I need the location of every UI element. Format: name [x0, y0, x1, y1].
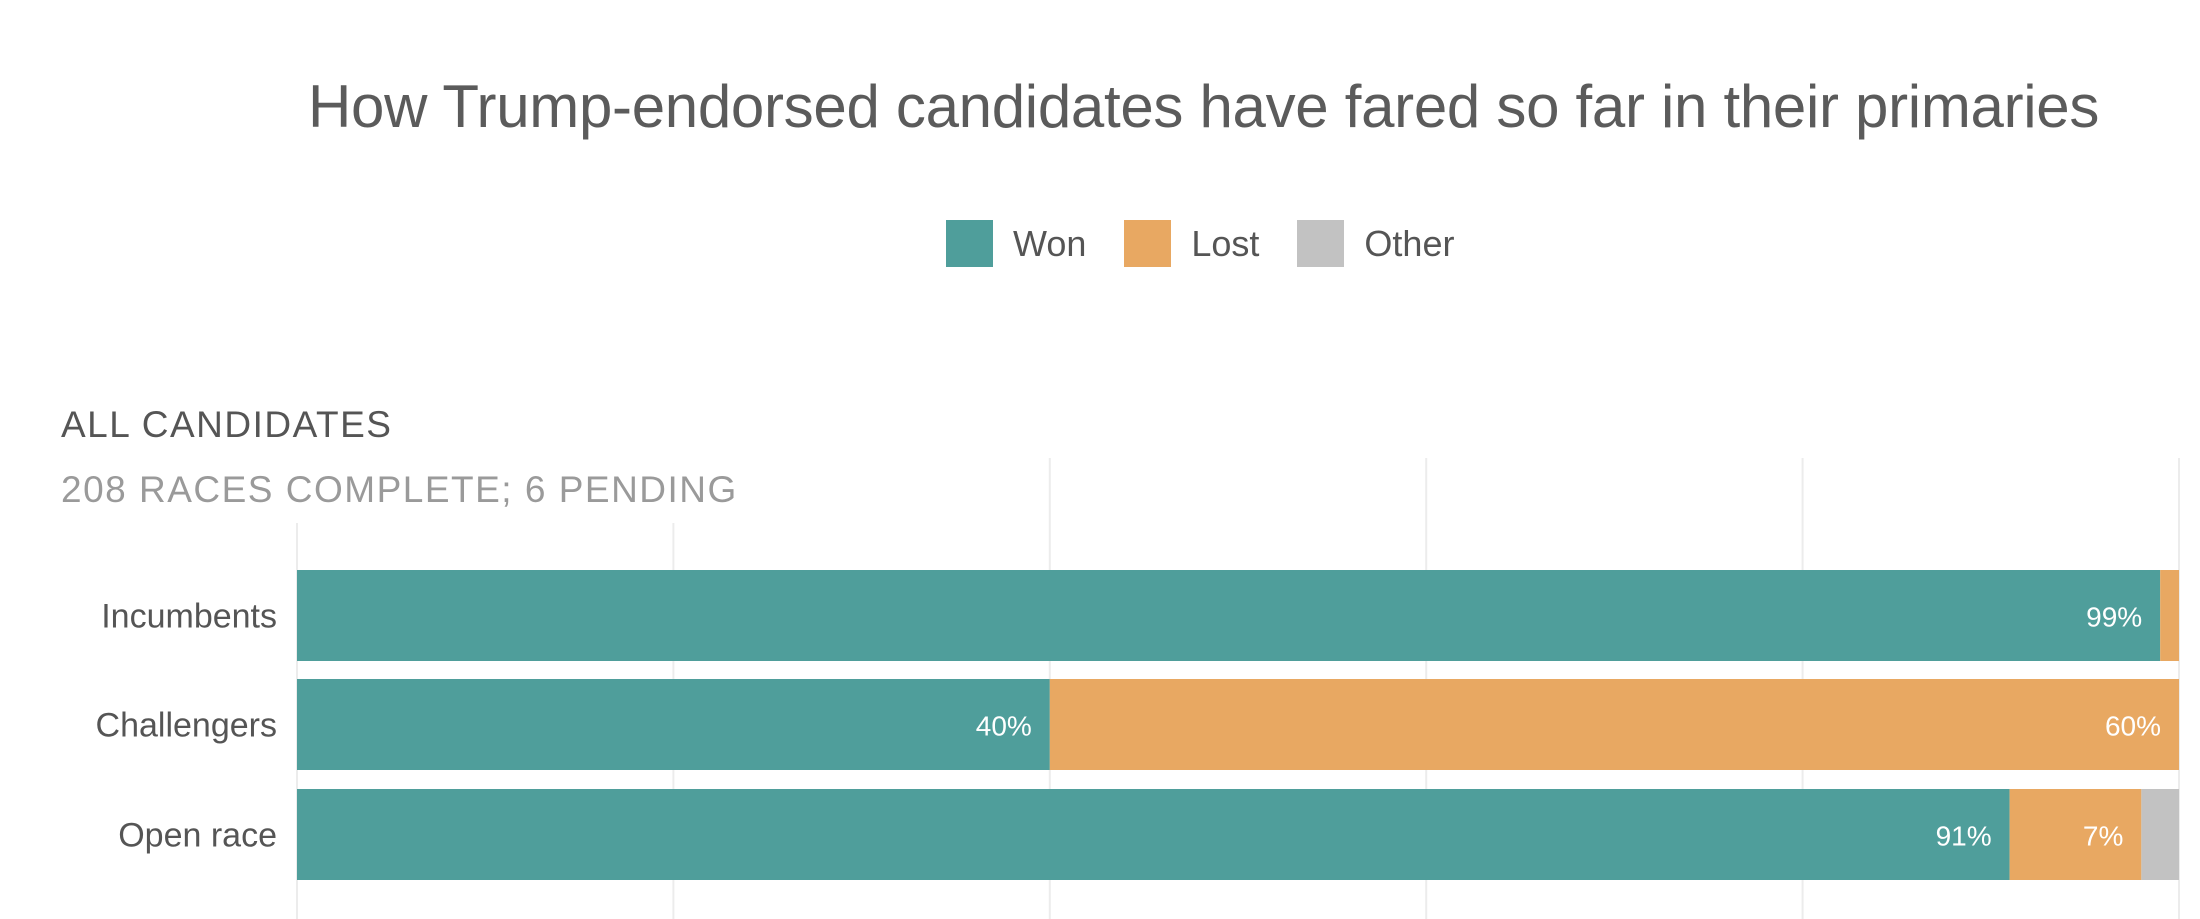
category-label-challengers: Challengers	[96, 707, 277, 745]
bar-lost-open-race	[2009, 789, 2142, 880]
chart-title: How Trump-endorsed candidates have fared…	[308, 73, 2100, 140]
data-label-won-incumbents: 99%	[2086, 602, 2142, 633]
legend-swatch-won	[946, 220, 993, 267]
legend-swatch-other	[1297, 220, 1345, 267]
category-label-incumbents: Incumbents	[101, 598, 277, 636]
legend-swatch-lost	[1124, 220, 1172, 267]
bar-lost-incumbents	[2160, 570, 2179, 661]
data-label-won-open-race: 91%	[1936, 821, 1992, 852]
legend-item-lost: Lost	[1124, 220, 1259, 267]
category-label-open-race: Open race	[118, 817, 277, 855]
legend-label-lost: Lost	[1191, 222, 1260, 264]
bar-won-open-race	[297, 789, 2010, 880]
section-subtitle: 208 RACES COMPLETE; 6 PENDING	[61, 469, 738, 510]
bar-other-open-race	[2141, 789, 2179, 880]
section-title: ALL CANDIDATES	[61, 404, 393, 445]
legend-label-won: Won	[1013, 222, 1087, 264]
data-label-lost-open-race: 7%	[2083, 821, 2123, 852]
legend: Won Lost Other	[946, 220, 1492, 267]
data-label-won-challengers: 40%	[976, 711, 1032, 742]
bar-won-incumbents	[297, 570, 2161, 661]
bar-lost-challengers	[1049, 679, 2179, 770]
legend-label-other: Other	[1364, 222, 1455, 264]
legend-item-won: Won	[946, 220, 1086, 267]
legend-item-other: Other	[1297, 220, 1454, 267]
bar-won-challengers	[297, 679, 1050, 770]
data-label-lost-challengers: 60%	[2105, 711, 2161, 742]
